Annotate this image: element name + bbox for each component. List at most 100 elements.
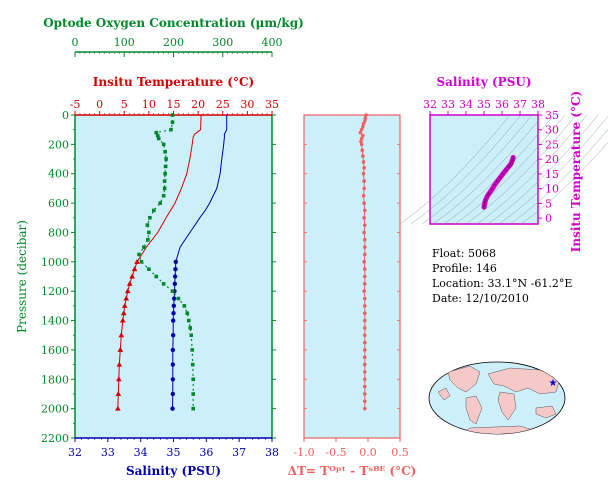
- oxygen-point: [156, 136, 161, 141]
- oxygen-point: [186, 318, 191, 323]
- delta-t-point: [363, 304, 367, 308]
- ts-point: [498, 175, 502, 179]
- ts-temperature-axis-label: Insitu Temperature (°C): [569, 91, 583, 252]
- oxygen-point: [155, 133, 160, 138]
- pressure-tick-label: 200: [48, 138, 69, 151]
- temperature-point: [115, 390, 122, 396]
- oxygen-tick-label: 300: [212, 36, 233, 49]
- oxygen-point: [191, 377, 195, 382]
- temperature-tick-label: 20: [191, 98, 205, 111]
- pressure-tick-label: 2000: [41, 403, 69, 416]
- ts-isopycnal: [498, 115, 608, 225]
- ts-isopycnal: [465, 114, 577, 225]
- pressure-tick-label: 1600: [41, 344, 69, 357]
- map-continents: [437, 365, 561, 434]
- delta-t-point: [363, 392, 367, 396]
- delta-t-point: [362, 201, 366, 205]
- pressure-tick-label: 2200: [41, 432, 69, 445]
- salinity-tick-label: 32: [68, 446, 82, 459]
- delta-t-point: [361, 193, 366, 198]
- ts-salinity-tick-label: 34: [459, 98, 473, 111]
- ts-isopycnal: [476, 114, 588, 225]
- ts-point: [484, 198, 488, 202]
- ts-temperature-tick-label: 10: [545, 183, 559, 196]
- oxygen-point: [189, 333, 194, 338]
- oxygen-point: [176, 296, 181, 301]
- delta-t-point: [363, 333, 367, 338]
- temperature-point: [129, 273, 135, 279]
- delta-t-point: [362, 215, 366, 220]
- oxygen-point: [154, 130, 159, 135]
- oxygen-point: [162, 179, 167, 183]
- temperature-point: [126, 280, 133, 286]
- oxygen-point: [188, 326, 193, 330]
- salinity-point: [170, 362, 176, 367]
- pressure-tick-label: 800: [48, 226, 69, 239]
- delta-t-point: [363, 267, 367, 271]
- salinity-tick-label: 33: [101, 446, 115, 459]
- delta-t-point: [362, 289, 366, 293]
- delta-t-tick-label: -0.5: [325, 446, 346, 459]
- ts-salinity-tick-label: 36: [495, 98, 509, 111]
- temperature-point: [131, 266, 138, 272]
- delta-t-point: [363, 282, 367, 286]
- delta-t-point: [363, 311, 367, 316]
- oxygen-axis-label: Optode Oxygen Concentration (μm/kg): [43, 16, 304, 30]
- delta-t-point: [362, 166, 366, 170]
- delta-t-point: [363, 377, 367, 382]
- oxygen-point: [185, 311, 190, 316]
- oxygen-tick-label: 200: [163, 36, 184, 49]
- oxygen-point: [154, 274, 159, 279]
- oxygen-point: [145, 223, 150, 227]
- delta-t-point: [360, 148, 365, 153]
- delta-t-point: [363, 355, 367, 360]
- pressure-tick-label: 1800: [41, 373, 69, 386]
- ts-isopycnal: [509, 129, 608, 225]
- ts-temperature-tick-label: 25: [545, 138, 559, 151]
- delta-t-point: [362, 260, 366, 264]
- temperature-point: [116, 376, 122, 382]
- salinity-point: [173, 259, 178, 265]
- temperature-point: [117, 346, 124, 352]
- ts-temperature-tick-label: 15: [545, 168, 559, 181]
- delta-t-point: [363, 116, 368, 120]
- ts-temperature-tick-label: 0: [545, 212, 552, 225]
- ts-salinity-tick-label: 33: [441, 98, 455, 111]
- delta-t-point: [361, 124, 365, 129]
- oxygen-point: [163, 149, 167, 154]
- delta-t-tick-label: 0.5: [391, 446, 409, 459]
- oxygen-point: [161, 142, 166, 147]
- delta-t-point: [363, 399, 367, 404]
- delta-t-point: [359, 136, 364, 141]
- delta-t-point: [359, 127, 364, 132]
- delta-t-point: [363, 208, 367, 213]
- delta-t-point: [359, 139, 363, 144]
- ts-salinity-tick-label: 38: [531, 98, 545, 111]
- delta-t-point: [362, 186, 366, 191]
- ts-temperature-tick-label: 35: [545, 109, 559, 122]
- float-position-marker: ★: [549, 378, 558, 389]
- oxygen-point: [161, 193, 166, 198]
- salinity-axis-label: Salinity (PSU): [126, 464, 221, 478]
- ts-salinity-axis-label: Salinity (PSU): [436, 75, 531, 89]
- ts-isopycnal: [421, 114, 533, 225]
- temperature-point: [134, 258, 140, 264]
- temperature-tick-label: 5: [121, 98, 128, 111]
- date-label: Date: 12/10/2010: [432, 292, 529, 305]
- salinity-point: [171, 296, 177, 301]
- oxygen-tick-label: 0: [72, 36, 79, 49]
- salinity-point: [170, 333, 176, 338]
- pressure-tick-label: 1400: [41, 315, 69, 328]
- delta-t-point: [363, 237, 367, 242]
- salinity-point: [170, 347, 176, 353]
- temperature-tick-label: 0: [96, 98, 103, 111]
- delta-t-point: [363, 245, 367, 249]
- oxygen-point: [190, 362, 195, 367]
- oxygen-point: [191, 406, 195, 411]
- delta-t-point: [363, 362, 367, 367]
- oxygen-point: [147, 267, 151, 271]
- delta-t-point: [363, 348, 367, 352]
- temperature-tick-label: 15: [167, 98, 181, 111]
- delta-t-point: [363, 318, 367, 323]
- ts-point: [506, 165, 510, 169]
